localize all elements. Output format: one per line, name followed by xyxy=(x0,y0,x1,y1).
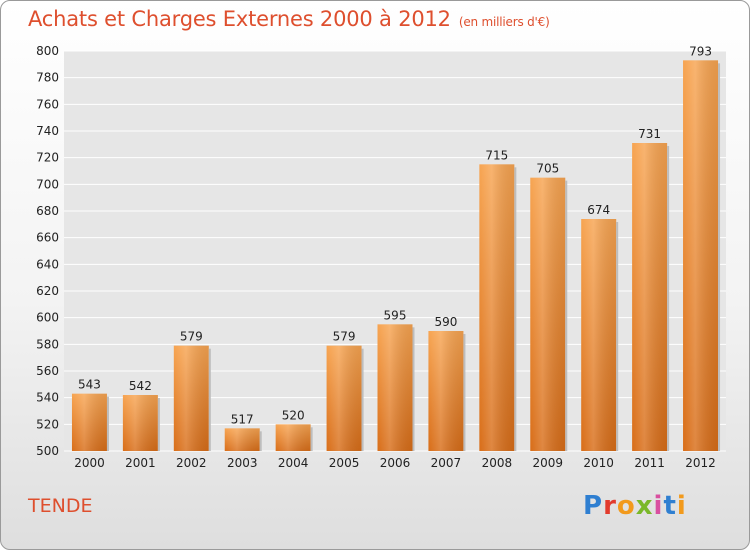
data-label: 542 xyxy=(129,379,152,393)
x-tick-label: 2010 xyxy=(583,456,614,470)
bar-shadow xyxy=(616,222,619,451)
y-tick-label: 520 xyxy=(36,417,59,431)
bar-shadow xyxy=(667,146,670,451)
y-tick-label: 720 xyxy=(36,151,59,165)
bar-shadow xyxy=(718,63,721,451)
y-tick-label: 660 xyxy=(36,231,59,245)
bar-shine xyxy=(428,331,464,451)
data-label: 579 xyxy=(333,330,356,344)
chart-title: Achats et Charges Externes 2000 à 2012 (e… xyxy=(28,7,550,31)
x-tick-label: 2006 xyxy=(380,456,411,470)
data-label: 520 xyxy=(282,408,305,422)
bar-shine xyxy=(224,428,260,451)
data-label: 674 xyxy=(587,203,610,217)
data-label: 517 xyxy=(231,412,254,426)
x-tick-label: 2000 xyxy=(74,456,105,470)
bar-shadow xyxy=(157,398,160,451)
bar-shadow xyxy=(514,167,517,452)
bar-shine xyxy=(479,164,515,452)
bar-shine xyxy=(326,345,362,451)
data-label: 595 xyxy=(384,308,407,322)
y-tick-label: 560 xyxy=(36,364,59,378)
y-tick-label: 500 xyxy=(36,444,59,458)
x-tick-label: 2003 xyxy=(227,456,258,470)
bar-shine xyxy=(377,324,413,451)
y-tick-label: 780 xyxy=(36,71,59,85)
x-tick-label: 2002 xyxy=(176,456,207,470)
y-tick-label: 740 xyxy=(36,124,59,138)
x-tick-label: 2011 xyxy=(634,456,665,470)
bar-shine xyxy=(581,219,617,451)
bar-shine xyxy=(683,60,719,451)
y-tick-label: 540 xyxy=(36,391,59,405)
bar-shine xyxy=(275,424,311,451)
bar-shadow xyxy=(361,348,364,451)
title-unit: (en milliers d'€) xyxy=(458,15,550,29)
y-tick-label: 640 xyxy=(36,257,59,271)
bar-shadow xyxy=(463,334,466,451)
x-tick-label: 2001 xyxy=(125,456,156,470)
y-tick-label: 680 xyxy=(36,204,59,218)
bar-shadow xyxy=(106,396,109,451)
x-tick-label: 2004 xyxy=(278,456,309,470)
y-tick-label: 620 xyxy=(36,284,59,298)
y-tick-label: 580 xyxy=(36,337,59,351)
x-tick-label: 2007 xyxy=(431,456,462,470)
bar-shadow xyxy=(208,348,211,451)
data-label: 705 xyxy=(536,162,559,176)
bar-shadow xyxy=(259,431,262,451)
bar-shadow xyxy=(565,180,568,451)
title-text: Achats et Charges Externes 2000 à 2012 xyxy=(28,7,451,31)
bar-shine xyxy=(122,395,158,451)
x-tick-label: 2012 xyxy=(685,456,716,470)
bar-shine xyxy=(530,177,566,451)
x-tick-label: 2008 xyxy=(482,456,513,470)
bar-shadow xyxy=(310,427,313,451)
data-label: 715 xyxy=(485,148,508,162)
y-tick-label: 800 xyxy=(36,44,59,58)
bar-shine xyxy=(71,393,107,451)
x-tick-label: 2009 xyxy=(532,456,563,470)
proxiti-logo: Proxiti xyxy=(583,491,687,521)
y-tick-label: 600 xyxy=(36,311,59,325)
data-label: 590 xyxy=(434,315,457,329)
x-tick-label: 2005 xyxy=(329,456,360,470)
y-tick-label: 700 xyxy=(36,177,59,191)
data-label: 543 xyxy=(78,378,101,392)
data-label: 731 xyxy=(638,127,661,141)
y-tick-label: 760 xyxy=(36,97,59,111)
data-label: 793 xyxy=(689,44,712,58)
location-label: TENDE xyxy=(28,495,93,517)
bar-shine xyxy=(632,143,668,451)
data-label: 579 xyxy=(180,330,203,344)
bar-shadow xyxy=(412,327,415,451)
bar-shine xyxy=(173,345,209,451)
